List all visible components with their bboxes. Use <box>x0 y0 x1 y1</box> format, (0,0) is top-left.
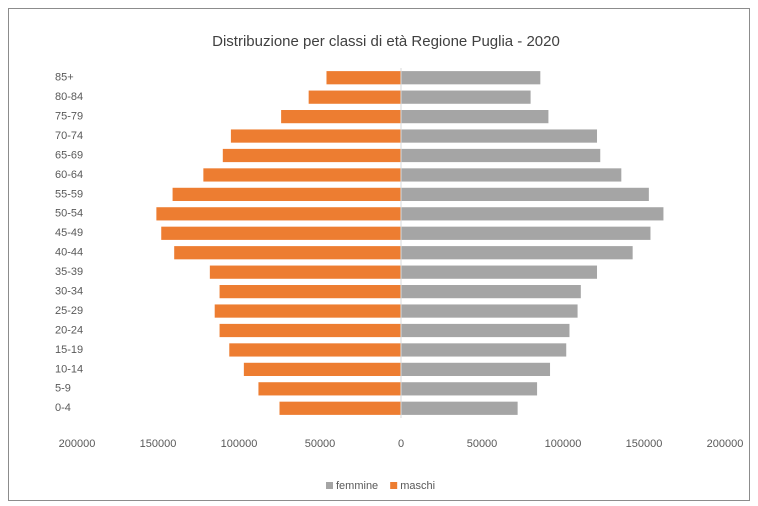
bar <box>258 382 401 396</box>
x-tick-label: 150000 <box>140 438 177 450</box>
bar <box>401 285 581 299</box>
bar <box>219 323 401 338</box>
legend-label: femmine <box>336 480 378 492</box>
bar <box>281 110 401 124</box>
y-tick-label: 85+ <box>55 72 74 84</box>
bar <box>401 246 633 260</box>
bar <box>401 148 601 163</box>
bar <box>401 110 549 124</box>
legend-swatch <box>390 482 398 489</box>
y-tick-label: 50-54 <box>55 208 83 220</box>
bar <box>401 304 578 318</box>
x-tick-label: 200000 <box>59 438 96 450</box>
bar <box>401 71 541 85</box>
bar <box>229 343 401 357</box>
bar <box>172 187 401 201</box>
y-tick-label: 70-74 <box>55 130 83 142</box>
x-tick-label: 0 <box>398 438 404 450</box>
x-tick-label: 50000 <box>467 438 498 450</box>
y-tick-label: 45-49 <box>55 227 83 239</box>
bar <box>401 187 649 201</box>
bar <box>174 246 401 260</box>
bar <box>326 71 401 85</box>
bar <box>243 362 401 376</box>
x-tick-label: 100000 <box>221 438 258 450</box>
bar <box>401 401 518 415</box>
bar <box>401 168 622 182</box>
y-tick-label: 75-79 <box>55 111 83 123</box>
x-tick-label: 150000 <box>626 438 663 450</box>
bar <box>230 129 401 143</box>
bar <box>203 168 401 182</box>
y-tick-label: 15-19 <box>55 344 83 356</box>
y-tick-label: 40-44 <box>55 247 83 259</box>
y-tick-label: 5-9 <box>55 383 71 395</box>
bar <box>401 129 598 143</box>
bar <box>401 226 651 240</box>
y-tick-label: 65-69 <box>55 149 83 161</box>
y-tick-label: 10-14 <box>55 363 83 375</box>
legend-label: maschi <box>400 480 435 492</box>
y-tick-label: 55-59 <box>55 188 83 200</box>
bar <box>401 362 551 376</box>
x-tick-label: 100000 <box>545 438 582 450</box>
legend-swatch <box>326 482 333 489</box>
y-tick-label: 60-64 <box>55 169 83 181</box>
bar <box>214 304 401 318</box>
y-tick-label: 35-39 <box>55 266 83 278</box>
bar <box>401 265 598 279</box>
bar <box>209 265 401 279</box>
bar <box>401 90 531 104</box>
y-tick-label: 0-4 <box>55 402 71 414</box>
bar <box>161 226 401 240</box>
x-tick-label: 50000 <box>305 438 336 450</box>
bar <box>156 207 401 221</box>
bar <box>401 343 567 357</box>
bar <box>401 323 570 338</box>
bar <box>308 90 401 104</box>
y-tick-label: 20-24 <box>55 324 83 336</box>
y-tick-label: 30-34 <box>55 286 83 298</box>
bar <box>401 382 538 396</box>
bar <box>222 148 401 163</box>
bar <box>219 285 401 299</box>
y-tick-label: 80-84 <box>55 91 83 103</box>
bar <box>279 401 401 415</box>
chart-title: Distribuzione per classi di età Regione … <box>212 33 560 50</box>
y-tick-label: 25-29 <box>55 305 83 317</box>
bar <box>401 207 664 221</box>
x-tick-label: 200000 <box>707 438 744 450</box>
